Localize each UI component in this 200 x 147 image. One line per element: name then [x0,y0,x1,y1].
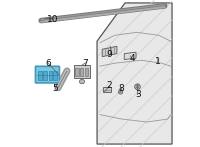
Ellipse shape [118,90,123,94]
FancyBboxPatch shape [35,66,59,83]
Text: 7: 7 [82,59,88,68]
Bar [74,65,90,78]
Text: 3: 3 [135,90,141,99]
Bar [38,71,42,80]
Bar [103,87,111,92]
Text: 9: 9 [107,50,112,59]
Bar [49,71,52,80]
Text: 8: 8 [118,84,124,93]
Bar [85,68,88,76]
Ellipse shape [136,85,139,88]
Polygon shape [124,52,136,60]
Text: 5: 5 [52,84,58,93]
Text: 10: 10 [46,15,58,24]
Text: 4: 4 [130,54,135,63]
Polygon shape [97,3,172,144]
Bar [53,71,57,80]
Ellipse shape [79,79,85,84]
Text: 2: 2 [107,81,112,91]
Ellipse shape [135,84,140,90]
Bar [43,71,47,80]
Bar [80,68,83,76]
Text: 1: 1 [155,57,161,66]
Bar [75,68,79,76]
Text: 6: 6 [45,59,51,68]
Polygon shape [102,46,117,57]
